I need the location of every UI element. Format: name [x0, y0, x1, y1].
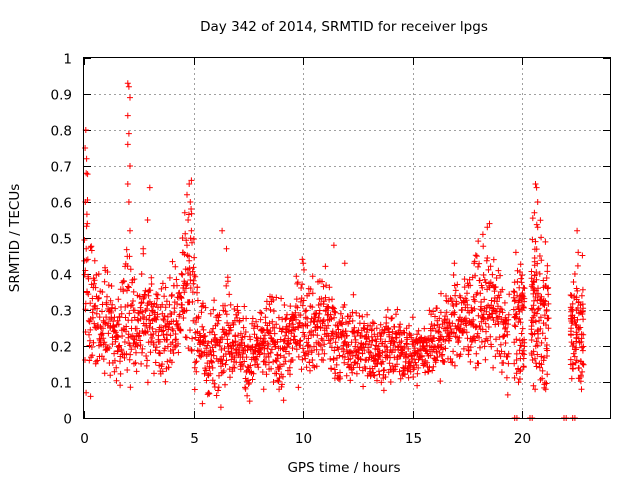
chart-title: Day 342 of 2014, SRMTID for receiver lpg…	[200, 19, 488, 35]
y-tick-label: 1	[63, 52, 72, 68]
series-srmtid-markers	[81, 80, 587, 421]
y-tick-label: 0.2	[51, 340, 72, 356]
x-axis-label: GPS time / hours	[287, 460, 400, 476]
y-tick-label: 0	[63, 412, 72, 428]
y-tick-label: 0.6	[51, 196, 72, 212]
plot-frame	[83, 57, 611, 419]
y-axis-label: SRMTID / TECUs	[7, 184, 23, 292]
y-tick-label: 0.3	[51, 304, 72, 320]
y-tick-label: 0.9	[51, 88, 72, 104]
axis-ticks: 00.10.20.30.40.50.60.70.80.910 5 10 15 20	[51, 52, 610, 447]
y-tick-label: 0.1	[51, 376, 72, 392]
x-tick-label: 10	[295, 431, 312, 447]
y-tick-label: 0.4	[51, 268, 72, 284]
y-tick-label: 0.7	[51, 160, 72, 176]
x-tick-label: 5	[190, 431, 199, 447]
x-tick-label: 0	[80, 431, 89, 447]
x-tick-label: 15	[405, 431, 422, 447]
y-tick-label: 0.8	[51, 124, 72, 140]
data-points	[81, 80, 587, 421]
y-tick-label: 0.5	[51, 232, 72, 248]
x-tick-label: 20	[514, 431, 531, 447]
